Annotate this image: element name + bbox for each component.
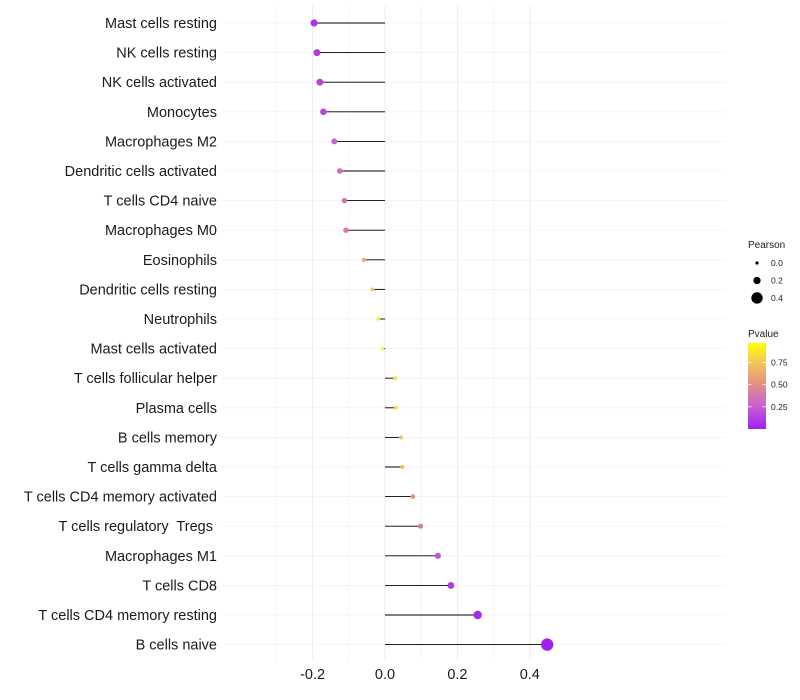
data-point	[540, 638, 554, 651]
stems	[314, 22, 548, 646]
y-axis-label: Mast cells resting	[105, 16, 217, 32]
y-axis-label: Monocytes	[147, 105, 217, 121]
data-point	[376, 317, 381, 321]
size-legend-key	[755, 261, 759, 265]
data-point	[316, 78, 324, 86]
data-point	[398, 435, 403, 440]
data-point	[380, 346, 385, 351]
y-axis-label: Plasma cells	[136, 401, 217, 417]
y-axis-label: Macrophages M2	[105, 134, 217, 150]
y-axis-label: T cells regulatory Tregs	[59, 519, 218, 535]
y-axis-label: T cells CD4 memory resting	[38, 608, 217, 624]
y-axis-label: Dendritic cells activated	[65, 164, 217, 180]
size-legend-label: 0.0	[771, 258, 783, 268]
data-point	[417, 523, 424, 529]
y-axis-label: T cells CD4 memory activated	[24, 490, 217, 506]
x-tick-label: 0.0	[375, 667, 395, 683]
legend: Pearson 0.0 0.2 0.4 Pvalue 0.75 0.50 0.25	[748, 240, 788, 429]
data-point	[393, 376, 398, 381]
color-legend-label: 0.50	[771, 380, 788, 390]
size-legend-key	[751, 292, 763, 304]
y-axis-label: T cells CD4 naive	[104, 194, 217, 210]
y-axis-label: T cells follicular helper	[74, 371, 217, 387]
data-point	[320, 108, 327, 116]
data-point	[313, 49, 321, 57]
size-legend-label: 0.4	[771, 293, 783, 303]
points	[310, 19, 554, 651]
y-axis-label: B cells naive	[136, 638, 217, 654]
color-legend-label: 0.25	[771, 402, 788, 412]
data-point	[473, 610, 482, 620]
y-axis-label: T cells gamma delta	[88, 460, 218, 476]
y-axis-label: Dendritic cells resting	[79, 282, 217, 298]
size-legend-key	[753, 276, 761, 285]
y-axis-label: NK cells activated	[102, 75, 217, 91]
color-legend-bar	[748, 343, 766, 429]
x-tick-label: -0.2	[300, 667, 325, 683]
x-tick-label: 0.2	[447, 667, 467, 683]
y-axis-label: B cells memory	[118, 430, 218, 446]
y-axis-label: Eosinophils	[143, 253, 217, 269]
data-point	[331, 138, 338, 145]
y-axis-label: Macrophages M0	[105, 223, 217, 239]
y-axis-label: Mast cells activated	[90, 342, 217, 358]
data-point	[310, 19, 318, 27]
y-axis-labels: Mast cells resting NK cells resting NK cel…	[24, 16, 218, 654]
data-point	[361, 257, 367, 262]
data-point	[343, 227, 349, 233]
x-axis-ticks: -0.2 0.0 0.2 0.4	[300, 667, 540, 683]
size-legend-label: 0.2	[771, 276, 783, 286]
size-legend-title: Pearson	[748, 240, 785, 251]
y-axis-label: T cells CD8	[142, 578, 217, 594]
color-legend-title: Pvalue	[748, 329, 779, 340]
y-axis-label: Macrophages M1	[105, 549, 217, 565]
data-point	[336, 168, 343, 174]
y-axis-label: NK cells resting	[116, 46, 217, 62]
data-point	[410, 494, 416, 499]
data-point	[370, 287, 375, 292]
data-point	[393, 405, 398, 410]
size-legend: Pearson 0.0 0.2 0.4	[748, 240, 785, 304]
data-point	[447, 581, 455, 589]
data-point	[434, 552, 441, 559]
color-legend-label: 0.75	[771, 358, 788, 368]
color-legend: Pvalue 0.75 0.50 0.25	[748, 329, 788, 429]
data-point	[341, 197, 348, 204]
x-tick-label: 0.4	[520, 667, 540, 683]
y-axis-label: Neutrophils	[144, 312, 217, 328]
grid-lines	[222, 6, 725, 660]
data-point	[400, 464, 405, 470]
